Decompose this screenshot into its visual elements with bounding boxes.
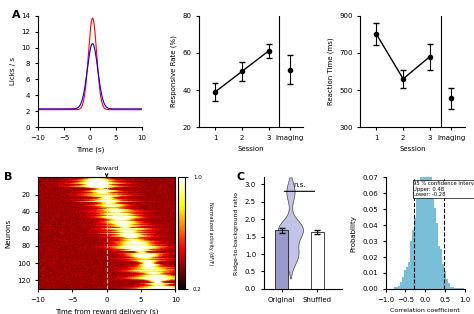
- Text: A: A: [12, 10, 20, 20]
- Text: n.s.: n.s.: [293, 182, 306, 188]
- X-axis label: Session: Session: [399, 146, 426, 152]
- Bar: [456, 288, 458, 289]
- X-axis label: Time (s): Time (s): [76, 146, 104, 153]
- Y-axis label: Normalized activity (dF/F): Normalized activity (dF/F): [208, 202, 213, 265]
- Bar: [311, 232, 324, 289]
- Text: B: B: [3, 172, 12, 182]
- Bar: [462, 288, 464, 289]
- Bar: [448, 283, 450, 289]
- Bar: [396, 287, 398, 289]
- X-axis label: Session: Session: [238, 146, 264, 152]
- Bar: [418, 183, 420, 289]
- Text: C: C: [236, 172, 244, 182]
- Bar: [400, 282, 402, 289]
- Bar: [414, 218, 416, 289]
- X-axis label: Time from reward delivery (s): Time from reward delivery (s): [55, 308, 158, 314]
- Bar: [452, 287, 454, 289]
- Bar: [406, 267, 408, 289]
- Y-axis label: Reaction Time (ms): Reaction Time (ms): [327, 38, 334, 105]
- Bar: [424, 165, 426, 289]
- Bar: [275, 230, 288, 289]
- Bar: [402, 277, 404, 289]
- Bar: [454, 288, 456, 289]
- Y-axis label: Probability: Probability: [351, 215, 357, 252]
- Bar: [428, 174, 430, 289]
- Bar: [458, 288, 460, 289]
- Text: Reward: Reward: [95, 165, 118, 176]
- Bar: [444, 271, 446, 289]
- Y-axis label: Neurons: Neurons: [5, 219, 11, 248]
- Bar: [438, 246, 440, 289]
- Bar: [416, 193, 418, 289]
- Bar: [394, 287, 396, 289]
- Text: 95 % confidence interval
Upper: 0.48
Lower: -0.28: 95 % confidence interval Upper: 0.48 Low…: [413, 181, 474, 197]
- Bar: [420, 173, 422, 289]
- Bar: [450, 287, 452, 289]
- Bar: [436, 223, 438, 289]
- Bar: [410, 241, 412, 289]
- Bar: [404, 270, 406, 289]
- X-axis label: Correlation coefficient: Correlation coefficient: [390, 308, 460, 313]
- Y-axis label: Ridge-to-background ratio: Ridge-to-background ratio: [234, 192, 239, 275]
- Bar: [412, 230, 414, 289]
- Bar: [398, 286, 400, 289]
- Bar: [440, 249, 442, 289]
- Bar: [422, 156, 424, 289]
- Bar: [430, 175, 432, 289]
- Bar: [446, 279, 448, 289]
- Bar: [426, 165, 428, 289]
- Bar: [432, 194, 434, 289]
- Bar: [460, 288, 462, 289]
- Y-axis label: Responsive Rate (%): Responsive Rate (%): [171, 35, 177, 107]
- Bar: [408, 262, 410, 289]
- Bar: [442, 264, 444, 289]
- Y-axis label: Licks / s: Licks / s: [10, 57, 16, 85]
- Bar: [434, 208, 436, 289]
